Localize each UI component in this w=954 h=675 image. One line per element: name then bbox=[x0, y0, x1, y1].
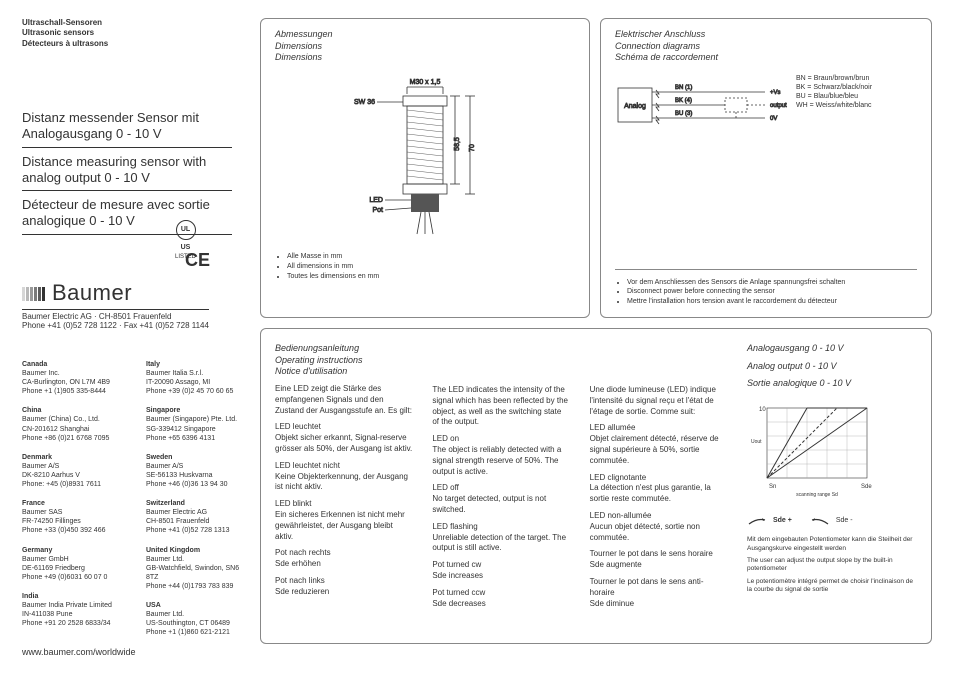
connection-warning: Vor dem Anschliessen des Sensors die Anl… bbox=[615, 269, 917, 307]
output-chart: 10 Uout Sn Sde scanning range Sd bbox=[747, 398, 897, 498]
wire-legend: BN = Braun/brown/brun BK = Schwarz/black… bbox=[796, 74, 872, 110]
dims-h-de: Abmessungen bbox=[275, 29, 575, 41]
svg-text:scanning range Sd: scanning range Sd bbox=[796, 492, 838, 498]
svg-text:BN (1): BN (1) bbox=[675, 85, 692, 91]
office-entry: SingaporeBaumer (Singapore) Pte. Ltd.SG-… bbox=[146, 406, 246, 442]
office-entry: FranceBaumer SASFR-74250 FillingesPhone … bbox=[22, 499, 122, 535]
title-en: Distance measuring sensor with analog ou… bbox=[22, 148, 232, 192]
office-entry: ItalyBaumer Italia S.r.l.IT-20090 Assago… bbox=[146, 360, 246, 396]
svg-text:58,5: 58,5 bbox=[454, 137, 461, 151]
pot-notes: Mit dem eingebauten Potentiometer kann d… bbox=[747, 536, 917, 595]
office-entry: SwedenBaumer A/SSE-56133 HuskvarnaPhone … bbox=[146, 453, 246, 489]
office-entry: GermanyBaumer GmbHDE-61169 FriedbergPhon… bbox=[22, 546, 122, 582]
svg-text:Pot: Pot bbox=[372, 207, 383, 214]
svg-text:BU (3): BU (3) bbox=[675, 111, 692, 117]
offices-list: CanadaBaumer Inc.CA-Burlington, ON L7M 4… bbox=[22, 360, 246, 647]
svg-text:Analog: Analog bbox=[624, 103, 646, 110]
title-de: Distanz messender Sensor mit Analogausga… bbox=[22, 104, 232, 148]
office-entry: ChinaBaumer (China) Co., Ltd.CN-201612 S… bbox=[22, 406, 122, 442]
office-entry: CanadaBaumer Inc.CA-Burlington, ON L7M 4… bbox=[22, 360, 122, 396]
office-entry: USABaumer Ltd.US-Southington, CT 06489Ph… bbox=[146, 601, 246, 637]
brand-logo: Baumer bbox=[22, 280, 209, 307]
office-entry: DenmarkBaumer A/SDK-8210 Aarhus VPhone: … bbox=[22, 453, 122, 489]
instr-col-fr: Une diode lumineuse (LED) indique l'inte… bbox=[590, 343, 727, 609]
brand-addr: Baumer Electric AG · CH-8501 Frauenfeld bbox=[22, 309, 209, 321]
svg-text:+Vs: +Vs bbox=[770, 90, 781, 96]
instr-col-en: The LED indicates the intensity of the s… bbox=[432, 343, 569, 609]
ce-mark: CE bbox=[185, 250, 210, 271]
conn-h-fr: Schéma de raccordement bbox=[615, 52, 917, 64]
svg-text:output: output bbox=[770, 103, 787, 109]
analog-output-col: Analogausgang 0 - 10 V Analog output 0 -… bbox=[747, 343, 917, 609]
instr-col-de: Bedienungsanleitung Operating instructio… bbox=[275, 343, 412, 609]
sensor-drawing: M30 x 1,5 SW 36 bbox=[325, 74, 525, 244]
office-entry: United KingdomBaumer Ltd.GB-Watchfield, … bbox=[146, 546, 246, 591]
title-fr: Détecteur de mesure avec sortie analogiq… bbox=[22, 191, 232, 235]
office-entry: IndiaBaumer India Private LimitedIN-4110… bbox=[22, 592, 122, 628]
brand-block: Baumer Baumer Electric AG · CH-8501 Frau… bbox=[22, 280, 209, 330]
dimensions-panel: Abmessungen Dimensions Dimensions M30 x … bbox=[260, 18, 590, 318]
svg-text:LED: LED bbox=[369, 197, 383, 204]
conn-h-en: Connection diagrams bbox=[615, 41, 917, 53]
connection-panel: Elektrischer Anschluss Connection diagra… bbox=[600, 18, 932, 318]
dims-h-en: Dimensions bbox=[275, 41, 575, 53]
svg-text:0V: 0V bbox=[770, 116, 777, 122]
wiring-diagram: Analog BN (1) +Vs BK (4) output BU (3) 0… bbox=[615, 76, 795, 146]
svg-text:Sn: Sn bbox=[769, 484, 776, 490]
brand-phone: Phone +41 (0)52 728 1122 · Fax +41 (0)52… bbox=[22, 321, 209, 330]
svg-text:Uout: Uout bbox=[751, 439, 762, 445]
svg-text:70: 70 bbox=[469, 144, 476, 152]
dims-notes: Alle Masse in mm All dimensions in mm To… bbox=[275, 252, 575, 281]
svg-text:SW 36: SW 36 bbox=[354, 99, 375, 106]
svg-text:Sde: Sde bbox=[861, 484, 872, 490]
svg-text:BK (4): BK (4) bbox=[675, 98, 692, 104]
svg-text:M30 x 1,5: M30 x 1,5 bbox=[410, 79, 441, 86]
sde-arrows: Sde + Sde - bbox=[747, 516, 917, 526]
dims-h-fr: Dimensions bbox=[275, 52, 575, 64]
instructions-panel: Bedienungsanleitung Operating instructio… bbox=[260, 328, 932, 644]
conn-h-de: Elektrischer Anschluss bbox=[615, 29, 917, 41]
product-titles: Distanz messender Sensor mit Analogausga… bbox=[22, 104, 232, 235]
ul-icon: ULUS bbox=[176, 220, 196, 240]
website-url: www.baumer.com/worldwide bbox=[22, 647, 136, 657]
office-entry: SwitzerlandBaumer Electric AGCH-8501 Fra… bbox=[146, 499, 246, 535]
svg-text:10: 10 bbox=[759, 407, 766, 413]
